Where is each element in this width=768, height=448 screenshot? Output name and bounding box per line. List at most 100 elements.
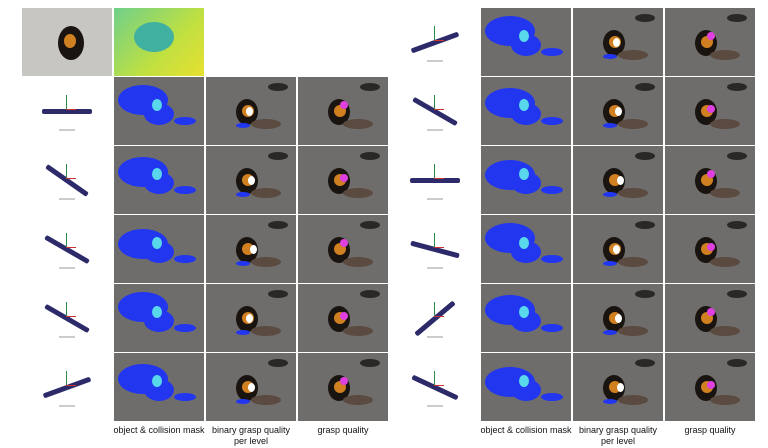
- object-blob: [727, 152, 747, 160]
- grasp-quality-image: [665, 8, 755, 76]
- axis-icon: [66, 164, 67, 179]
- binary-grasp-image: [206, 284, 296, 352]
- pose-caption: [59, 267, 75, 269]
- grasp-blob: [603, 123, 617, 128]
- collision-mask-image: [114, 215, 204, 283]
- object-blob: [727, 14, 747, 22]
- shadow-blob: [710, 188, 740, 198]
- pose-caption: [59, 198, 75, 200]
- quality-blob: [707, 381, 715, 389]
- gripper-icon: [42, 376, 92, 399]
- object-blob: [360, 152, 380, 160]
- label-grasp-quality-right: grasp quality: [684, 425, 736, 435]
- axis-icon: [66, 178, 76, 179]
- grasp-blob: [236, 330, 250, 335]
- mask-blob: [144, 241, 174, 263]
- collision-mask-image: [114, 146, 204, 214]
- gripper-pose: [22, 284, 112, 352]
- grasp-blob: [248, 176, 255, 185]
- gripper-icon: [42, 109, 92, 114]
- grasp-blob: [603, 261, 617, 266]
- pose-caption: [427, 129, 443, 131]
- object-blob: [268, 359, 288, 367]
- gripper-pose: [390, 8, 480, 76]
- grasp-blob: [617, 383, 624, 392]
- grasp-blob: [236, 399, 250, 404]
- collision-mask-image: [481, 146, 571, 214]
- collision-mask-image: [481, 215, 571, 283]
- grasp-blob: [236, 123, 250, 128]
- axis-icon: [434, 178, 444, 179]
- object-blob: [727, 83, 747, 91]
- gripper-pose: [390, 146, 480, 214]
- collision-mask-image: [481, 8, 571, 76]
- shadow-blob: [618, 257, 648, 267]
- axis-icon: [66, 247, 76, 248]
- shadow-blob: [710, 326, 740, 336]
- gripper-icon: [412, 96, 458, 127]
- axis-icon: [66, 233, 67, 248]
- gripper-icon: [414, 300, 456, 337]
- mask-blob: [511, 172, 541, 194]
- object-blob: [360, 290, 380, 298]
- shadow-blob: [251, 257, 281, 267]
- grasp-blob: [615, 314, 622, 323]
- quality-blob: [707, 308, 715, 316]
- grasp-quality-image: [665, 146, 755, 214]
- pose-caption: [59, 405, 75, 407]
- binary-grasp-image: [206, 353, 296, 421]
- shadow-blob: [618, 119, 648, 129]
- gripper-pose: [390, 284, 480, 352]
- binary-grasp-image: [206, 77, 296, 145]
- mask-blob: [519, 168, 529, 180]
- axis-icon: [66, 371, 67, 386]
- axis-icon: [434, 302, 435, 317]
- binary-grasp-image: [573, 77, 663, 145]
- gripper-pose: [22, 353, 112, 421]
- axis-icon: [434, 109, 444, 110]
- mask-blob: [144, 172, 174, 194]
- pose-caption: [59, 336, 75, 338]
- grasp-blob: [236, 261, 250, 266]
- binary-grasp-image: [206, 215, 296, 283]
- mask-blob: [541, 255, 563, 263]
- mask-blob: [152, 168, 162, 180]
- grasp-blob: [246, 107, 253, 116]
- grasp-quality-image: [298, 146, 388, 214]
- shadow-blob: [251, 188, 281, 198]
- shadow-blob: [710, 119, 740, 129]
- gripper-pose: [22, 146, 112, 214]
- mask-blob: [152, 375, 162, 387]
- shadow-blob: [251, 326, 281, 336]
- axis-icon: [434, 316, 444, 317]
- binary-grasp-image: [573, 146, 663, 214]
- quality-blob: [340, 312, 348, 320]
- object-blob: [727, 221, 747, 229]
- mask-blob: [144, 379, 174, 401]
- mask-blob: [152, 306, 162, 318]
- quality-blob: [340, 101, 348, 109]
- axis-icon: [434, 371, 435, 386]
- object-blob: [268, 83, 288, 91]
- object-blob: [635, 221, 655, 229]
- label-grasp-quality-left: grasp quality: [317, 425, 369, 435]
- mask-blob: [541, 117, 563, 125]
- axis-icon: [66, 302, 67, 317]
- object-blob: [635, 152, 655, 160]
- gripper-icon: [410, 240, 460, 259]
- pose-caption: [427, 336, 443, 338]
- grasp-quality-image: [665, 284, 755, 352]
- collision-mask-image: [481, 284, 571, 352]
- object-blob: [268, 152, 288, 160]
- binary-grasp-image: [206, 146, 296, 214]
- axis-icon: [434, 164, 435, 179]
- collision-mask-image: [114, 284, 204, 352]
- shadow-blob: [618, 188, 648, 198]
- shadow-blob: [343, 395, 373, 405]
- gripper-icon: [44, 303, 90, 334]
- pose-caption: [427, 60, 443, 62]
- binary-grasp-image: [573, 8, 663, 76]
- grasp-blob: [236, 192, 250, 197]
- collision-mask-image: [481, 353, 571, 421]
- axis-icon: [66, 95, 67, 110]
